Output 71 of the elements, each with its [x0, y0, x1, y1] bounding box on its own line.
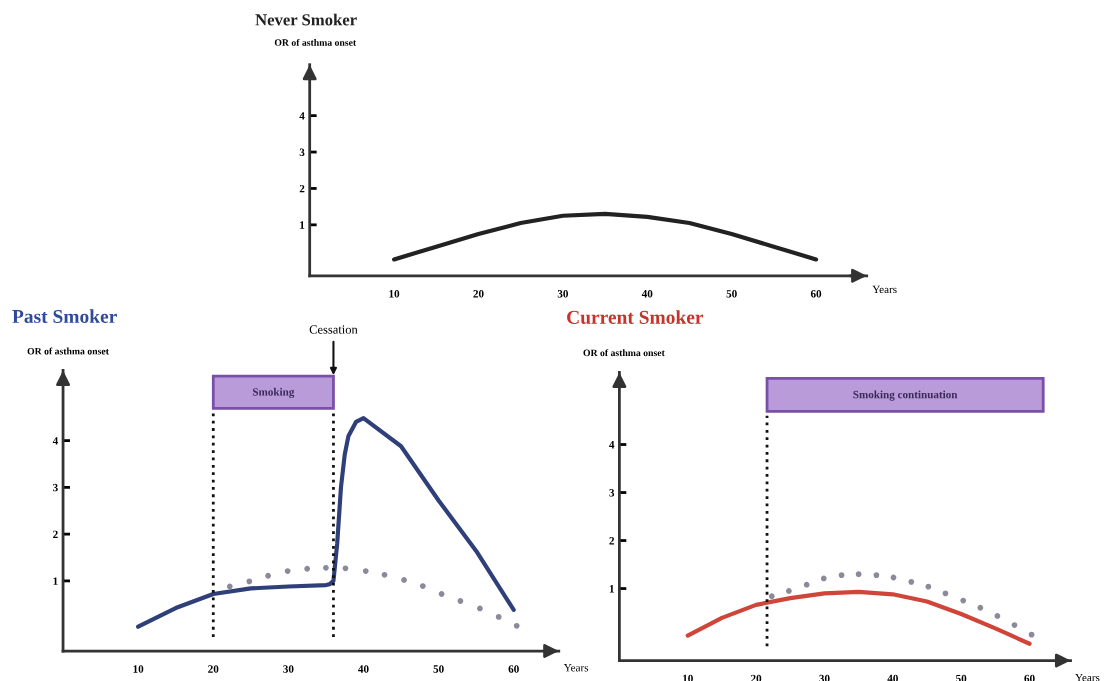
x-tick-label: 60 [508, 665, 519, 673]
point [438, 591, 445, 597]
point [803, 581, 810, 588]
line-series [136, 416, 516, 629]
point [419, 583, 426, 589]
point [342, 565, 349, 572]
annotation: Cessation [309, 325, 358, 334]
x-tick-label: 10 [389, 290, 400, 298]
x-tick-label: 50 [726, 290, 737, 298]
y-tick-label: 4 [52, 437, 58, 445]
point [495, 614, 502, 620]
x-tick-label: 60 [810, 290, 822, 298]
x-tick-label: 50 [433, 665, 444, 673]
point [362, 568, 369, 574]
y-axis-title: OR of asthma onset [274, 38, 357, 46]
line-series [685, 589, 1032, 646]
y-tick-label: 3 [299, 148, 305, 157]
x-tick-label: 40 [358, 665, 369, 673]
point [265, 572, 271, 579]
y-tick-label: 2 [299, 184, 305, 193]
point [960, 597, 967, 604]
x-tick-label: 20 [208, 665, 219, 673]
point [381, 571, 388, 578]
point [838, 572, 845, 579]
y-tick-label: 4 [609, 441, 615, 449]
point [226, 583, 233, 590]
y-tick-label: 3 [609, 489, 615, 497]
x-axis-title: Years [1075, 673, 1100, 681]
point [768, 593, 775, 600]
y-tick-label: 1 [53, 577, 58, 585]
point [401, 577, 407, 583]
point [786, 588, 792, 594]
y-tick-label: 3 [53, 483, 58, 492]
point [873, 572, 880, 579]
band-label: Smoking [252, 387, 295, 398]
point [820, 575, 827, 582]
x-axis-title: Years [872, 285, 897, 294]
point [304, 565, 311, 572]
point [284, 568, 291, 574]
y-axis-title: OR of asthma onset [583, 349, 665, 357]
y-tick-label: 2 [609, 537, 615, 545]
y-tick-label: 1 [609, 585, 614, 593]
point [977, 604, 984, 611]
chart-title: Current Smoker [567, 310, 704, 324]
y-axis-title: OR of asthma onset [27, 347, 109, 355]
point [246, 578, 253, 585]
y-tick-label: 1 [300, 221, 305, 229]
x-tick-label: 10 [133, 665, 144, 673]
point [855, 571, 862, 578]
point [925, 583, 932, 590]
band-label: Smoking continuation [853, 390, 958, 401]
point [1028, 631, 1035, 638]
x-tick-label: 40 [641, 290, 653, 298]
chart-title: Past Smoker [12, 309, 117, 324]
x-tick-label: 30 [557, 290, 569, 298]
point [1011, 622, 1018, 628]
point [942, 590, 949, 597]
point [457, 598, 464, 604]
x-axis-title: Years [563, 664, 589, 672]
point [323, 564, 329, 571]
chart-title: Never Smoker [255, 13, 357, 26]
point [477, 605, 483, 612]
point [513, 622, 520, 629]
line-series [392, 211, 819, 262]
x-tick-label: 20 [473, 290, 484, 298]
y-tick-label: 4 [299, 112, 305, 120]
x-tick-label: 30 [283, 665, 294, 673]
point [890, 574, 897, 581]
y-tick-label: 2 [53, 530, 58, 538]
point [908, 578, 915, 585]
point [994, 613, 1001, 619]
